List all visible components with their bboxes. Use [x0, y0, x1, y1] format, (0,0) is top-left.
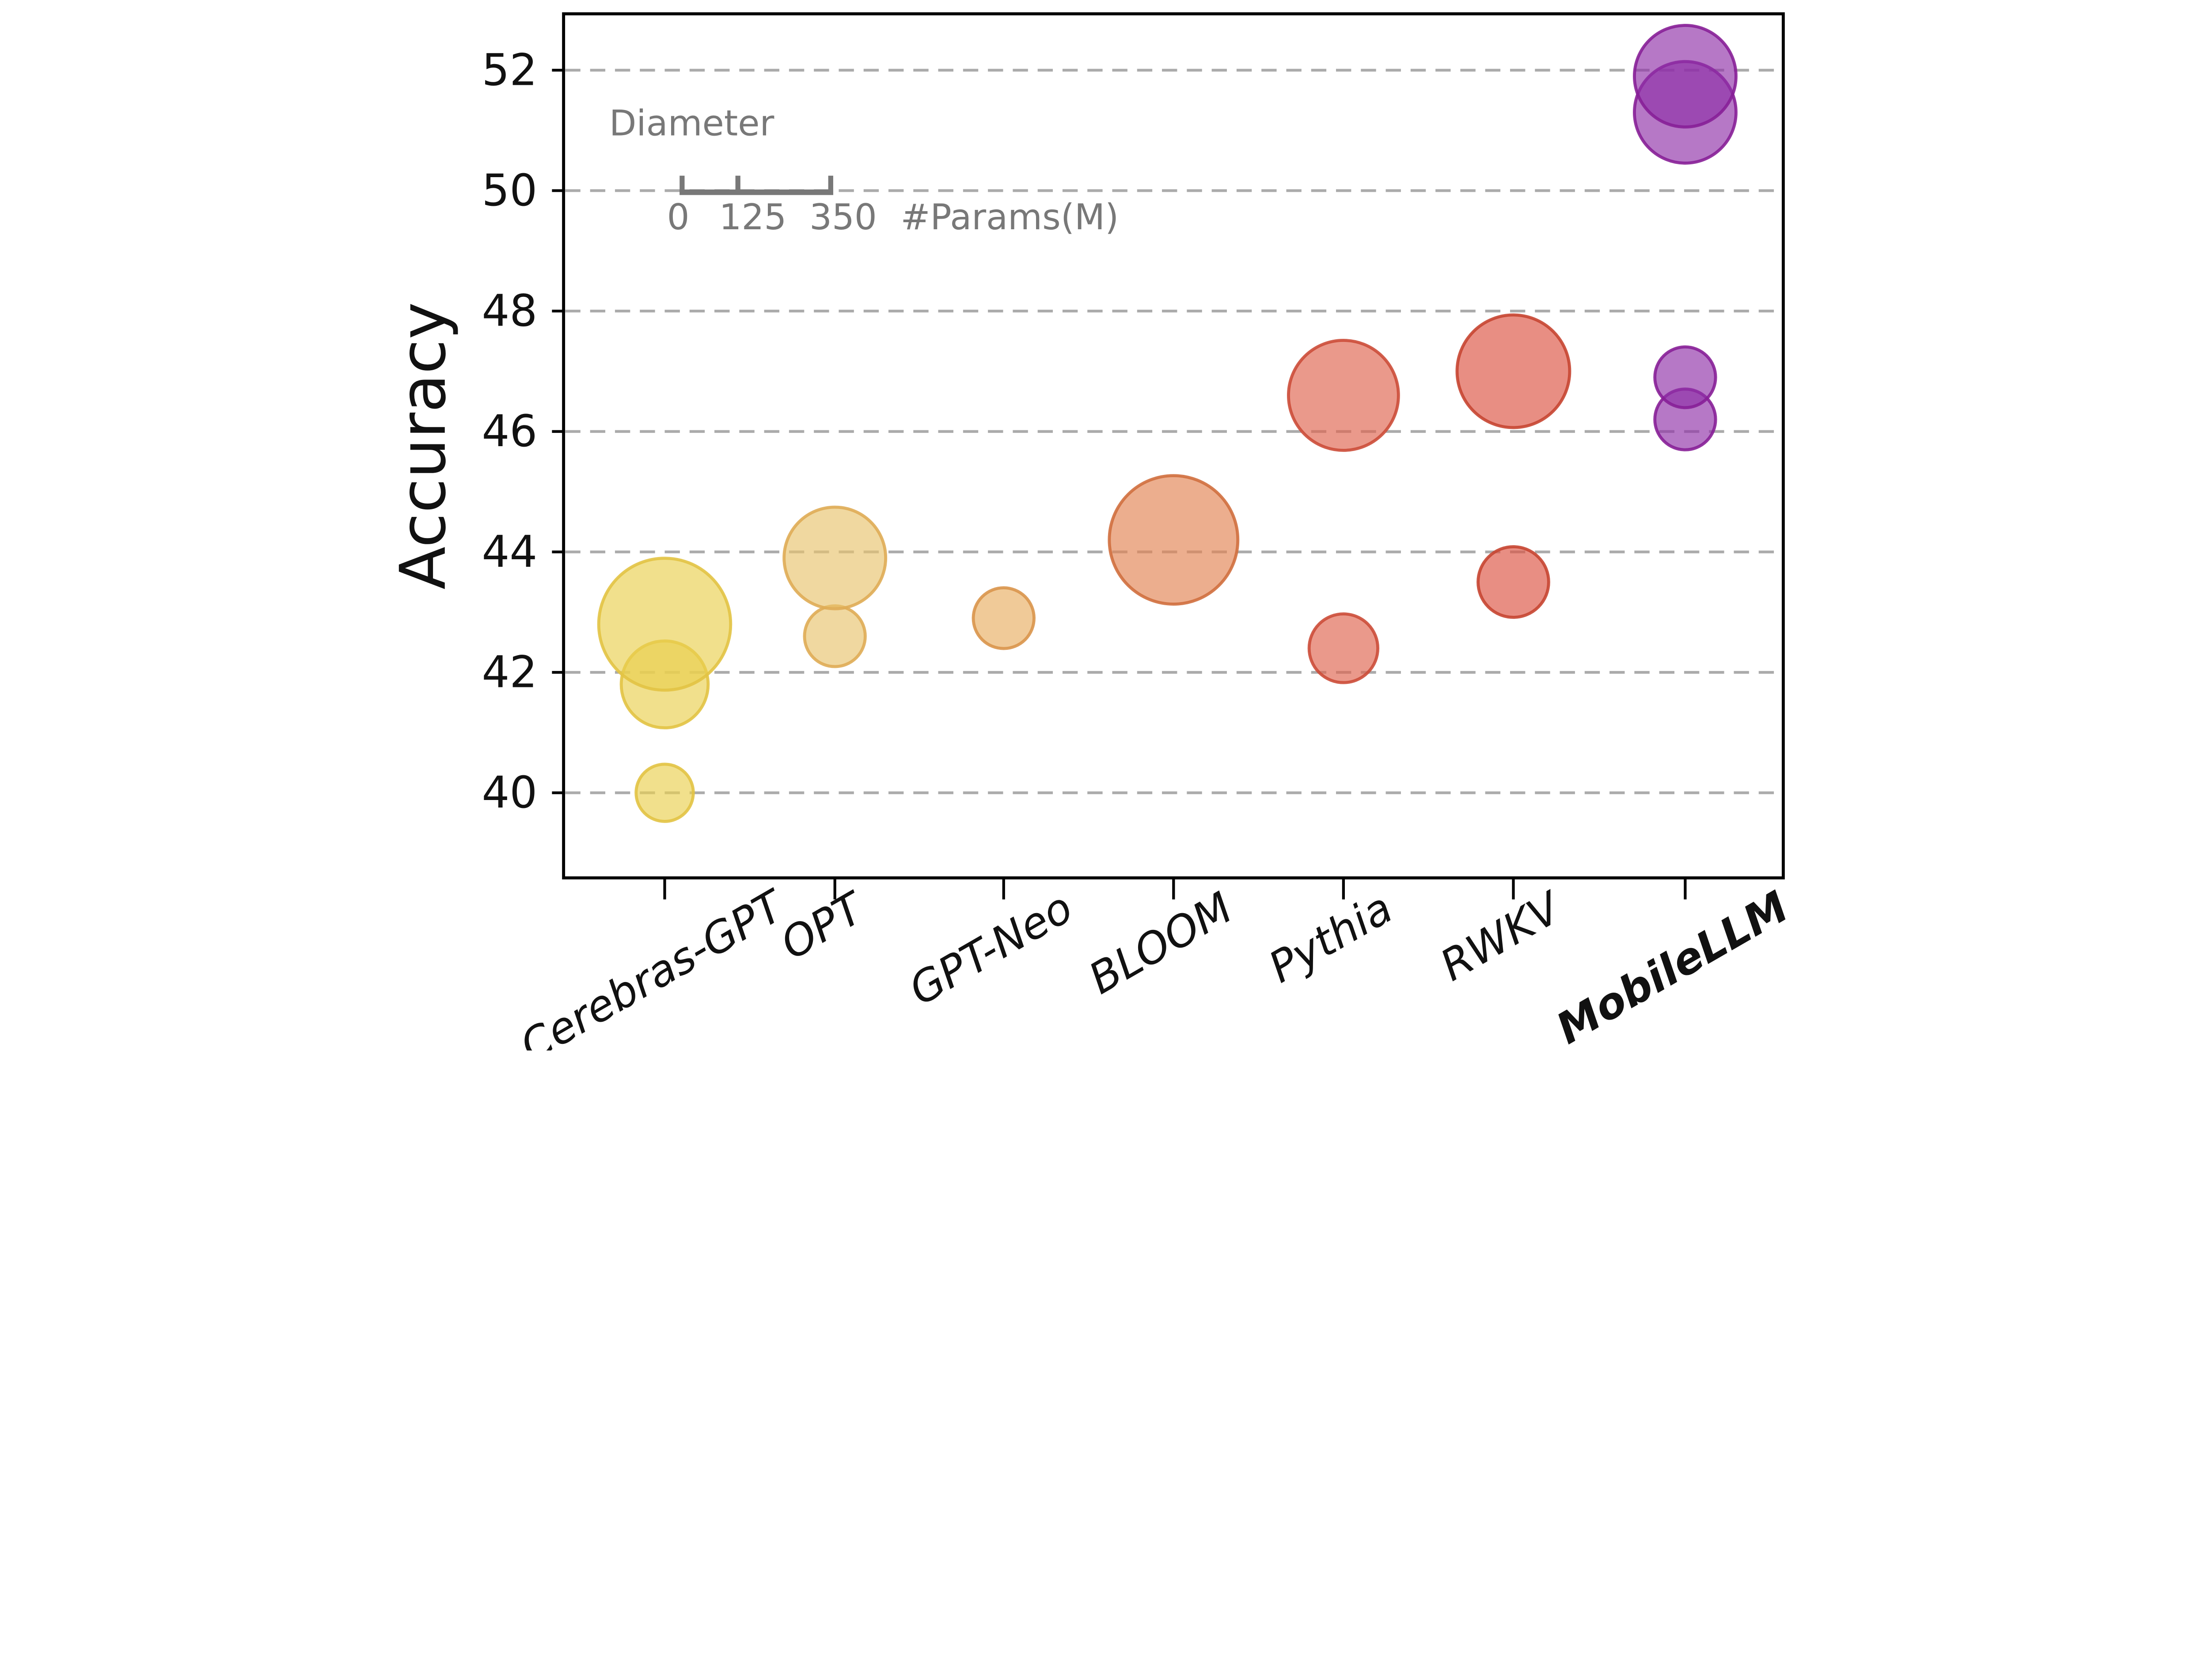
bubble-RWKV-430M [1455, 313, 1571, 429]
series-Cerebras-GPT [597, 557, 733, 823]
series-BLOOM [1108, 474, 1240, 606]
legend-tick-label-350: 350 [809, 197, 877, 238]
x-tick-label-OPT: OPT [772, 882, 874, 969]
bubble-Pythia-410M [1287, 339, 1400, 452]
legend-ruler-tick-0 [679, 175, 685, 195]
bubble-BLOOM-560M [1108, 474, 1240, 606]
x-tick-label-GPT-Neo: GPT-Neo [901, 882, 1081, 1015]
y-tick-label-50: 50 [482, 165, 538, 216]
bubble-Cerebras-GPT-111M [634, 762, 695, 823]
x-tick-label-RWKV: RWKV [1432, 881, 1571, 990]
bubble-OPT-125M [803, 604, 867, 668]
y-tick-label-48: 48 [482, 286, 538, 337]
legend-ruler-tick-2 [828, 175, 833, 195]
x-tick-label-Pythia: Pythia [1260, 883, 1401, 993]
gridlines-group [565, 68, 1782, 794]
y-tick-label-52: 52 [482, 45, 538, 95]
x-tick-label-MobileLLM: MobileLLM [1548, 881, 1797, 1050]
bubble-MobileLLM-125M [1653, 345, 1717, 410]
y-tick-label-46: 46 [482, 406, 538, 457]
legend-units-label: #Params(M) [901, 197, 1119, 238]
series-RWKV [1455, 313, 1571, 619]
bubble-Cerebras-GPT-590M [597, 557, 733, 692]
y-tick-label-44: 44 [482, 527, 538, 577]
bubbles-group [597, 24, 1738, 823]
bubble-Pythia-160M [1307, 612, 1380, 684]
bubble-chart-figure: Diameter 0 125 350 #Params(M) 40 42 44 46 48 50 52 A… [386, 12, 1797, 1051]
series-GPT-Neo [972, 586, 1036, 650]
y-tick-label-42: 42 [482, 647, 538, 698]
x-tick-label-BLOOM: BLOOM [1081, 883, 1241, 1004]
bubble-OPT-350M [782, 505, 888, 611]
series-OPT [782, 505, 888, 668]
y-axis-title: Accuracy [387, 302, 460, 590]
y-tick-label-40: 40 [482, 767, 538, 818]
size-legend-group: Diameter 0 125 350 #Params(M) [609, 102, 1119, 238]
bubble-RWKV-169M [1476, 545, 1550, 619]
y-axis-group: 40 42 44 46 48 50 52 [482, 45, 564, 818]
bubble-GPT-Neo-125M [972, 586, 1036, 650]
legend-ruler-tick-1 [735, 175, 740, 195]
legend-title: Diameter [609, 102, 774, 144]
series-MobileLLM [1632, 24, 1738, 451]
x-tick-label-Cerebras-GPT: Cerebras-GPT [512, 880, 794, 1050]
legend-tick-label-0: 0 [667, 197, 690, 238]
legend-ruler-bar [679, 189, 833, 195]
series-Pythia [1287, 339, 1400, 684]
bubble-MobileLLM-350M [1632, 24, 1738, 129]
accuracy-vs-model-bubble-chart: Diameter 0 125 350 #Params(M) 40 42 44 46 48 50 52 A… [386, 12, 1797, 1051]
legend-tick-label-125: 125 [719, 197, 787, 238]
